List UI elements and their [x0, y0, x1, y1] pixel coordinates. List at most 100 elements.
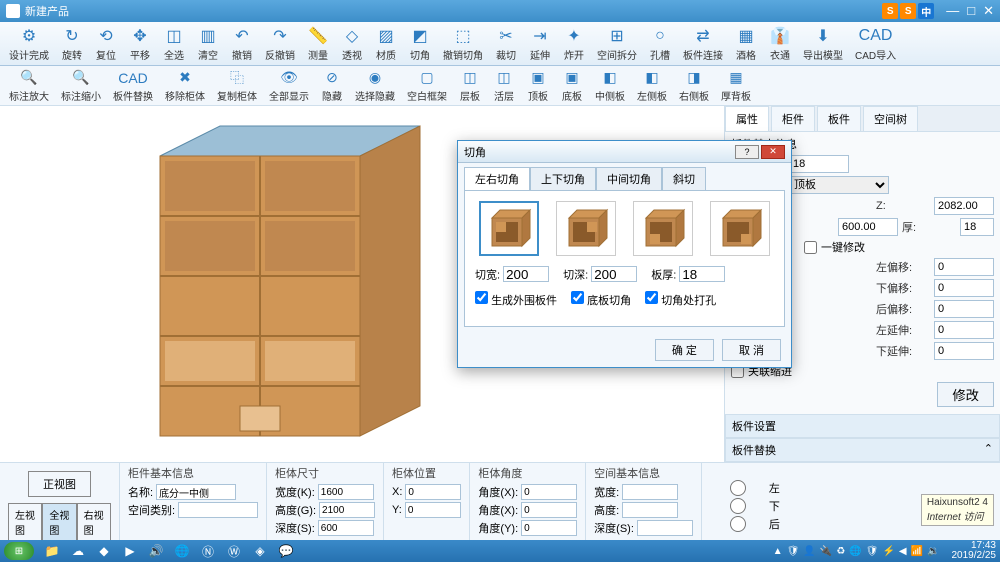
right-view-button[interactable]: 右视图 — [77, 503, 111, 540]
toolbar-移除柜体[interactable]: ✖移除柜体 — [160, 67, 210, 105]
space-height-input[interactable] — [622, 502, 678, 518]
left-view-button[interactable]: 左视图 — [8, 503, 42, 540]
tray-network-icon[interactable]: 📶 — [911, 546, 923, 557]
toolbar-撤销[interactable]: ↶撤销 — [226, 24, 258, 64]
cut-style-2[interactable] — [633, 201, 693, 256]
z-input[interactable] — [934, 197, 994, 215]
cut-style-0[interactable] — [479, 201, 539, 256]
toolbar-测量[interactable]: 📏测量 — [302, 24, 334, 64]
toolbar-顶板[interactable]: ▣顶板 — [522, 67, 554, 105]
taskbar-clock[interactable]: 17:432019/2/25 — [952, 541, 997, 561]
modify-button[interactable]: 修改 — [937, 382, 994, 407]
tray-icon[interactable]: ⚡ — [882, 546, 894, 557]
cut-style-1[interactable] — [556, 201, 616, 256]
cut-thick-input[interactable] — [679, 266, 725, 282]
ime-badge-1[interactable]: S — [882, 3, 898, 19]
toolbar-裁切[interactable]: ✂裁切 — [490, 24, 522, 64]
tray-icon[interactable]: 🔌 — [820, 546, 832, 557]
down-off-input[interactable] — [934, 279, 994, 297]
tb-media-icon[interactable]: ▶ — [120, 543, 140, 559]
angle-y-input[interactable] — [521, 502, 577, 518]
toolbar-孔槽[interactable]: ○孔槽 — [644, 24, 676, 64]
angle-x-input[interactable] — [521, 484, 577, 500]
tb-sound-icon[interactable]: 🔊 — [146, 543, 166, 559]
tab-board[interactable]: 板件 — [817, 106, 861, 131]
toolbar-材质[interactable]: ▨材质 — [370, 24, 402, 64]
tb-cloud-icon[interactable]: ☁ — [68, 543, 88, 559]
cancel-button[interactable]: 取 消 — [722, 339, 781, 361]
toolbar-导出模型[interactable]: ⬇导出模型 — [798, 24, 848, 64]
replace-header[interactable]: 板件替换⌃ — [725, 438, 1000, 462]
tray-volume-icon[interactable]: 🔉 — [927, 546, 939, 557]
left-off-input[interactable] — [934, 258, 994, 276]
tray-icon[interactable]: ▲ — [773, 546, 783, 557]
toolbar-厚背板[interactable]: ▦厚背板 — [716, 67, 756, 105]
toolbar-全部显示[interactable]: 👁全部显示 — [264, 67, 314, 105]
toolbar-标注缩小[interactable]: 🔍标注缩小 — [56, 67, 106, 105]
toolbar-左侧板[interactable]: ◧左侧板 — [632, 67, 672, 105]
tray-icon[interactable]: 🛡 — [787, 546, 800, 557]
down-ext-input[interactable] — [934, 342, 994, 360]
start-button[interactable]: ⊞ — [4, 542, 34, 560]
chk-outer[interactable] — [475, 291, 488, 304]
toolbar-层板[interactable]: ◫层板 — [454, 67, 486, 105]
depth-input[interactable] — [318, 520, 374, 536]
toolbar-清空[interactable]: ▥清空 — [192, 24, 224, 64]
toolbar-衣通[interactable]: 👔衣通 — [764, 24, 796, 64]
toolbar-透视[interactable]: ◇透视 — [336, 24, 368, 64]
tray-icon[interactable]: 🌐 — [849, 546, 861, 557]
space-width-input[interactable] — [622, 484, 678, 500]
tb-app3-icon[interactable]: ◈ — [250, 543, 270, 559]
toolbar-右侧板[interactable]: ◨右侧板 — [674, 67, 714, 105]
tab-tree[interactable]: 空间树 — [863, 106, 918, 131]
dlg-tab-ud[interactable]: 上下切角 — [530, 167, 596, 190]
ime-lang-badge[interactable]: 中 — [918, 3, 934, 19]
tab-properties[interactable]: 属性 — [725, 106, 769, 131]
width-input[interactable] — [318, 484, 374, 500]
toolbar-底板[interactable]: ▣底板 — [556, 67, 588, 105]
dlg-tab-lr[interactable]: 左右切角 — [464, 167, 530, 190]
dlg-tab-bevel[interactable]: 斜切 — [662, 167, 706, 190]
toolbar-空间拆分[interactable]: ⊞空间拆分 — [592, 24, 642, 64]
onekey-checkbox[interactable] — [804, 241, 817, 254]
toolbar-板件连接[interactable]: ⇄板件连接 — [678, 24, 728, 64]
cut-w-input[interactable] — [503, 266, 549, 282]
tray-icon[interactable]: ♻ — [836, 546, 845, 557]
dialog-close-button[interactable]: ✕ — [761, 145, 785, 159]
toolbar-酒格[interactable]: ▦酒格 — [730, 24, 762, 64]
x-input[interactable] — [405, 484, 461, 500]
toolbar-隐藏[interactable]: ⊘隐藏 — [316, 67, 348, 105]
toolbar-平移[interactable]: ✥平移 — [124, 24, 156, 64]
height-input[interactable] — [319, 502, 375, 518]
ok-button[interactable]: 确 定 — [655, 339, 714, 361]
tb-app2-icon[interactable]: Ⓝ — [198, 543, 218, 559]
front-view-button[interactable]: 正视图 — [28, 471, 91, 497]
tray-icon[interactable]: 🛡 — [866, 546, 879, 557]
type-select[interactable]: 顶板 — [789, 176, 889, 194]
back-off-input[interactable] — [934, 300, 994, 318]
dialog-titlebar[interactable]: 切角 ? ✕ — [458, 141, 791, 163]
y-input[interactable] — [405, 502, 461, 518]
toolbar-全选[interactable]: ◫全选 — [158, 24, 190, 64]
toolbar-旋转[interactable]: ↻旋转 — [56, 24, 88, 64]
tray-icon[interactable]: ◀ — [899, 546, 907, 557]
toolbar-复制柜体[interactable]: ⿻复制柜体 — [212, 67, 262, 105]
close-button[interactable]: ✕ — [983, 3, 994, 19]
toolbar-空白框架[interactable]: ▢空白框架 — [402, 67, 452, 105]
dlg-tab-mid[interactable]: 中间切角 — [596, 167, 662, 190]
chk-hole[interactable] — [645, 291, 658, 304]
align-back-radio[interactable] — [710, 516, 766, 532]
align-left-radio[interactable] — [710, 480, 766, 496]
toolbar-反撤销[interactable]: ↷反撤销 — [260, 24, 300, 64]
name-input[interactable] — [156, 484, 236, 500]
toolbar-标注放大[interactable]: 🔍标注放大 — [4, 67, 54, 105]
pos2-input[interactable] — [838, 218, 898, 236]
tb-wechat-icon[interactable]: 💬 — [276, 543, 296, 559]
dialog-help-button[interactable]: ? — [735, 145, 759, 159]
cut-style-3[interactable] — [710, 201, 770, 256]
toolbar-选择隐藏[interactable]: ◉选择隐藏 — [350, 67, 400, 105]
space-depth-input[interactable] — [637, 520, 693, 536]
align-down-radio[interactable] — [710, 498, 766, 514]
angle-z-input[interactable] — [521, 520, 577, 536]
maximize-button[interactable]: □ — [967, 3, 975, 19]
